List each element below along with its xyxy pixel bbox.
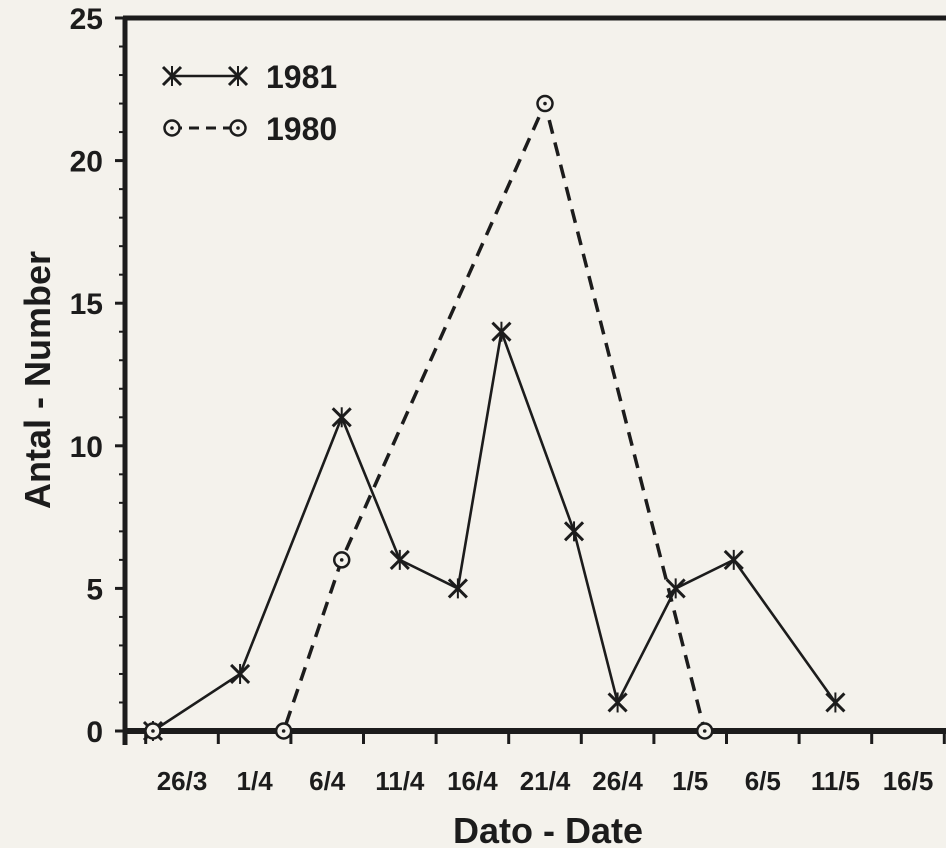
legend-marker-icon	[229, 119, 247, 137]
legend-label: 1980	[266, 111, 337, 147]
data-point-1980	[332, 551, 351, 569]
y-axis-title: Antal - Number	[17, 251, 58, 509]
y-axis-ticks: 0 5 10 15 20 25	[70, 3, 125, 749]
x-tick-label: 6/5	[745, 766, 781, 796]
data-point-1981	[389, 549, 410, 570]
y-tick-label: 5	[86, 573, 103, 606]
x-tick-label: 1/5	[672, 766, 708, 796]
series-line-1981	[152, 330, 837, 733]
data-point-1981	[230, 663, 251, 685]
legend-marker-icon	[227, 65, 249, 87]
series-line-1980	[152, 101, 707, 733]
x-tick-label: 11/4	[375, 766, 425, 796]
y-tick-label: 10	[70, 431, 103, 464]
data-point-1981	[331, 407, 352, 428]
x-tick-label: 16/4	[447, 766, 498, 796]
data-point-1981	[491, 321, 512, 342]
data-point-1981	[825, 692, 846, 713]
data-point-1981	[447, 578, 468, 599]
data-point-1981	[607, 692, 628, 713]
x-tick-label: 26/3	[157, 766, 208, 796]
x-tick-label: 21/4	[520, 766, 571, 796]
data-point-1981	[563, 521, 585, 542]
x-axis-ticks: 26/3 1/4 6/4 11/4 16/4 21/4 26/4 1/5 6/5 11/5 16/5	[144, 731, 946, 796]
x-axis-title: Dato - Date	[453, 810, 643, 848]
x-tick-label: 6/4	[309, 766, 346, 796]
legend-entry-1981: 1981	[161, 59, 337, 95]
legend-marker-icon	[161, 65, 183, 87]
y-tick-label: 20	[70, 146, 103, 179]
legend-label: 1981	[266, 59, 337, 95]
y-tick-label: 0	[86, 716, 103, 749]
axes	[122, 15, 946, 745]
series-layer	[142, 94, 846, 742]
x-tick-label: 1/4	[237, 766, 274, 796]
data-point-1980	[274, 722, 293, 740]
data-point-1980	[536, 94, 554, 113]
y-tick-label: 25	[70, 3, 103, 36]
x-tick-label: 26/4	[592, 766, 643, 796]
x-tick-label: 11/5	[811, 766, 860, 796]
legend-entry-1980: 1980	[163, 111, 337, 147]
y-tick-label: 15	[70, 288, 103, 321]
legend: 1981 1980	[161, 59, 337, 147]
x-tick-label: 16/5	[883, 766, 934, 796]
data-point-1981	[723, 549, 744, 570]
data-point-1980	[695, 722, 714, 740]
series-1980	[144, 94, 714, 740]
data-point-1980	[144, 722, 162, 740]
series-1981	[142, 321, 846, 742]
legend-marker-icon	[163, 119, 181, 137]
